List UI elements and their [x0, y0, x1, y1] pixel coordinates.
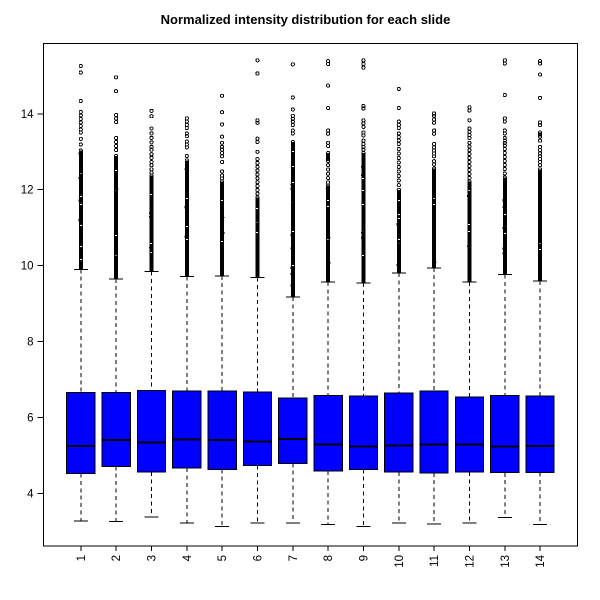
- svg-text:3: 3: [146, 555, 158, 561]
- svg-text:9: 9: [358, 555, 370, 561]
- svg-text:1: 1: [76, 555, 88, 561]
- svg-text:12: 12: [464, 555, 476, 568]
- svg-text:8: 8: [323, 555, 335, 561]
- svg-text:2: 2: [111, 555, 123, 561]
- svg-text:10: 10: [394, 555, 406, 568]
- svg-text:14: 14: [535, 554, 547, 567]
- svg-text:12: 12: [21, 185, 34, 197]
- svg-text:14: 14: [21, 109, 34, 121]
- svg-text:6: 6: [252, 555, 264, 561]
- svg-text:11: 11: [429, 555, 441, 567]
- svg-text:5: 5: [217, 555, 229, 561]
- svg-text:4: 4: [27, 488, 34, 500]
- svg-text:7: 7: [288, 555, 300, 561]
- svg-text:8: 8: [27, 336, 33, 348]
- svg-text:4: 4: [182, 554, 194, 561]
- svg-text:13: 13: [500, 555, 512, 568]
- svg-text:Normalized intensity distribut: Normalized intensity distribution for ea…: [161, 12, 451, 27]
- svg-text:6: 6: [27, 412, 33, 424]
- svg-text:10: 10: [21, 261, 34, 273]
